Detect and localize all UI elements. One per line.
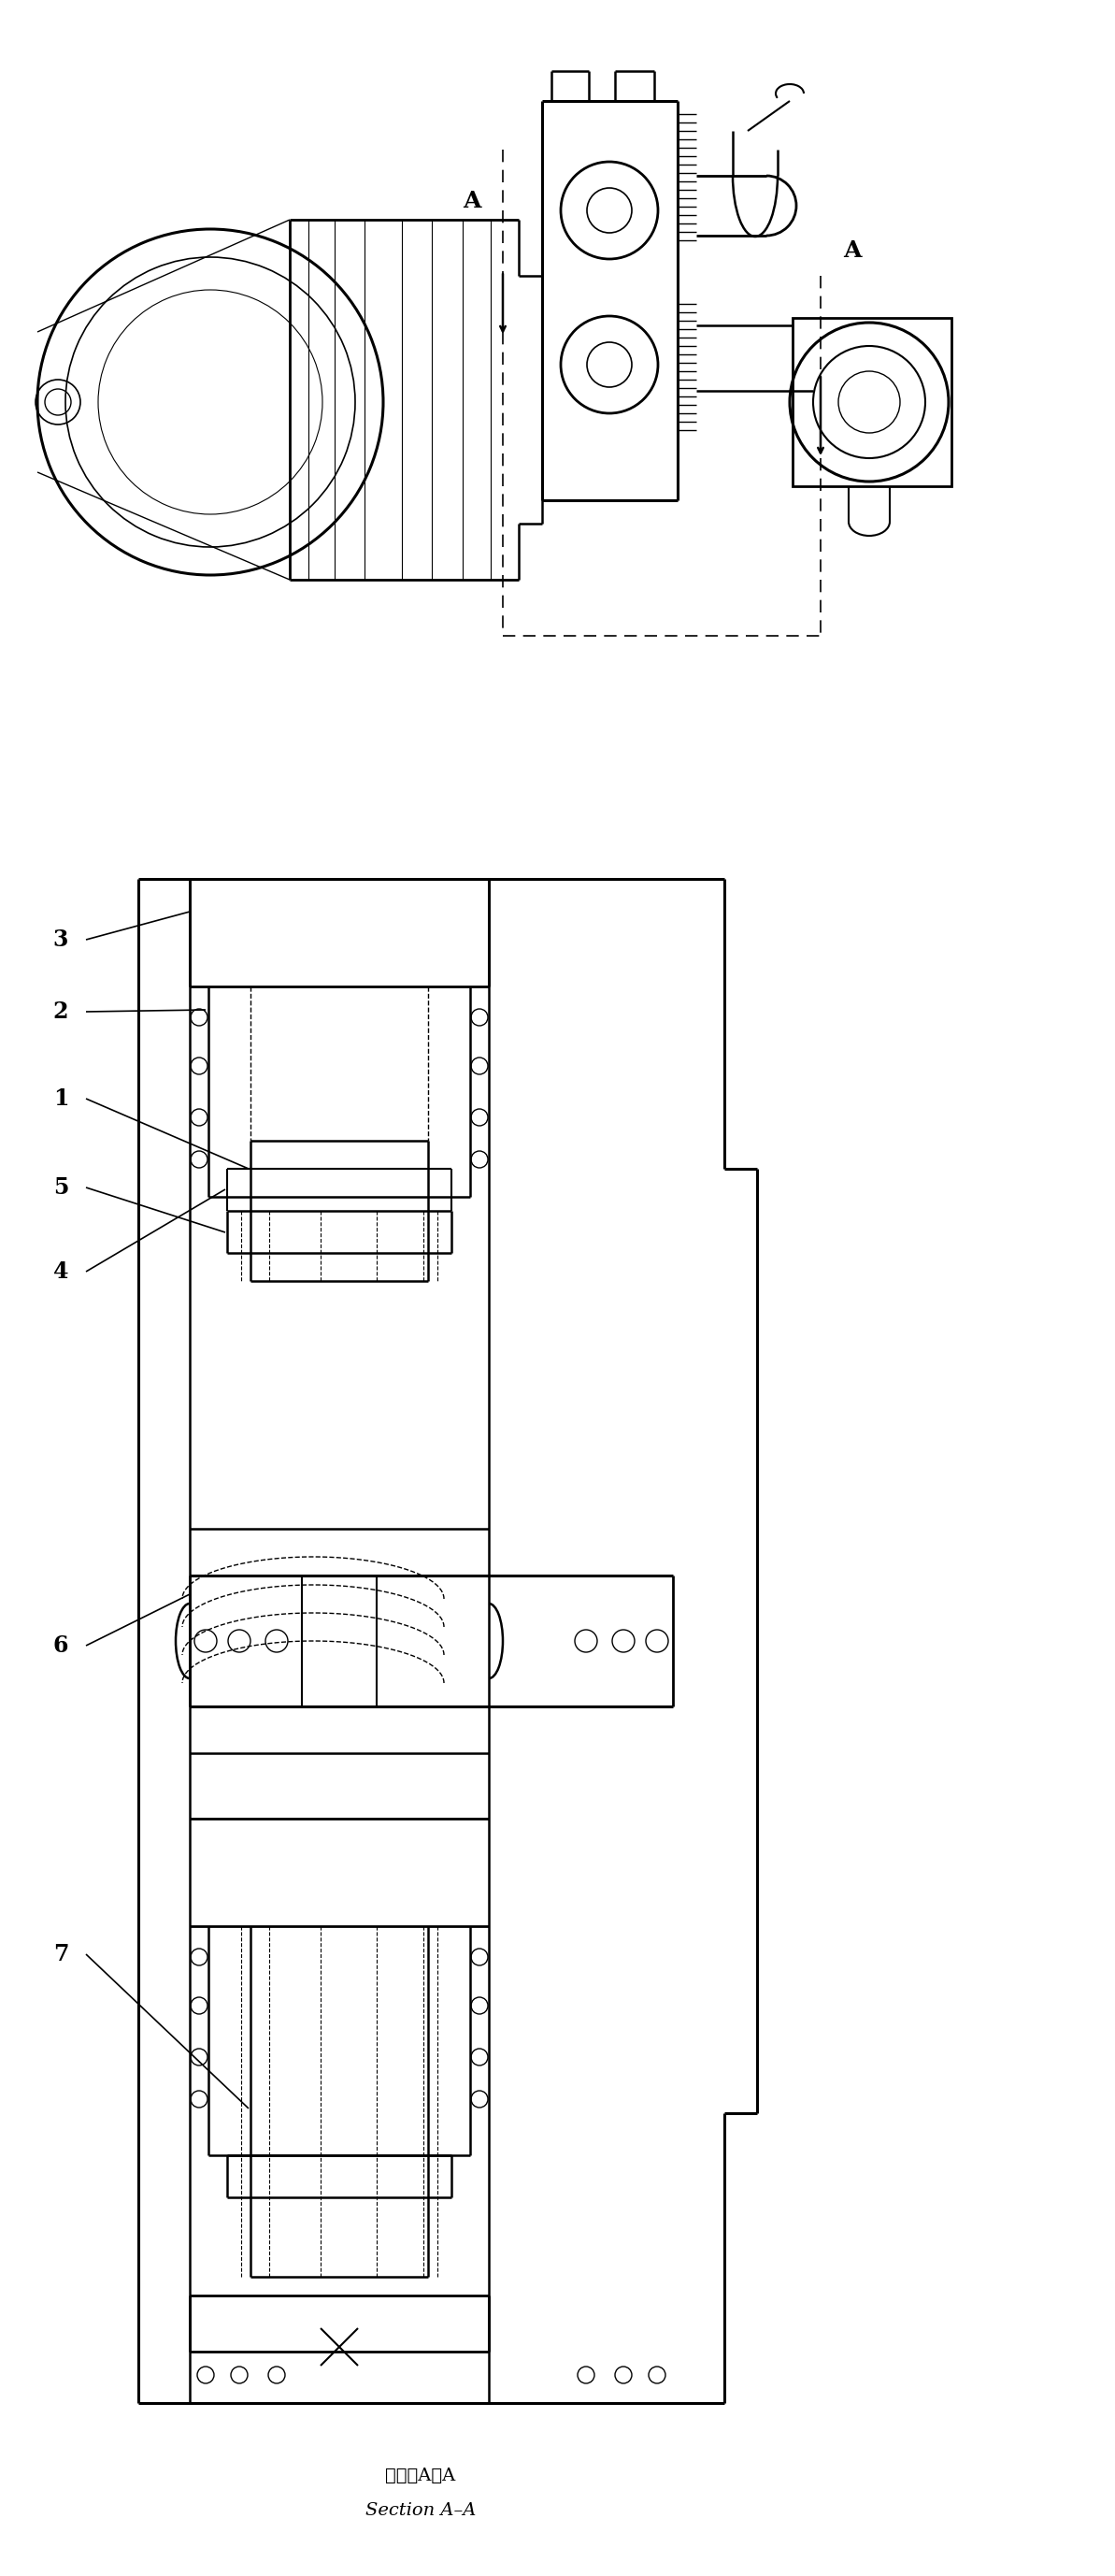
Text: A: A: [843, 240, 862, 263]
Text: 4: 4: [54, 1260, 68, 1283]
Text: Section A–A: Section A–A: [366, 2501, 476, 2519]
Text: 5: 5: [54, 1177, 68, 1198]
Text: 2: 2: [54, 999, 68, 1023]
Text: 3: 3: [54, 927, 68, 951]
Text: 7: 7: [54, 1942, 68, 1965]
Text: 断面　A－A: 断面 A－A: [386, 2468, 456, 2483]
Text: 6: 6: [54, 1633, 68, 1656]
Text: 1: 1: [54, 1087, 68, 1110]
Bar: [793, 317, 951, 487]
Text: A: A: [463, 191, 481, 211]
